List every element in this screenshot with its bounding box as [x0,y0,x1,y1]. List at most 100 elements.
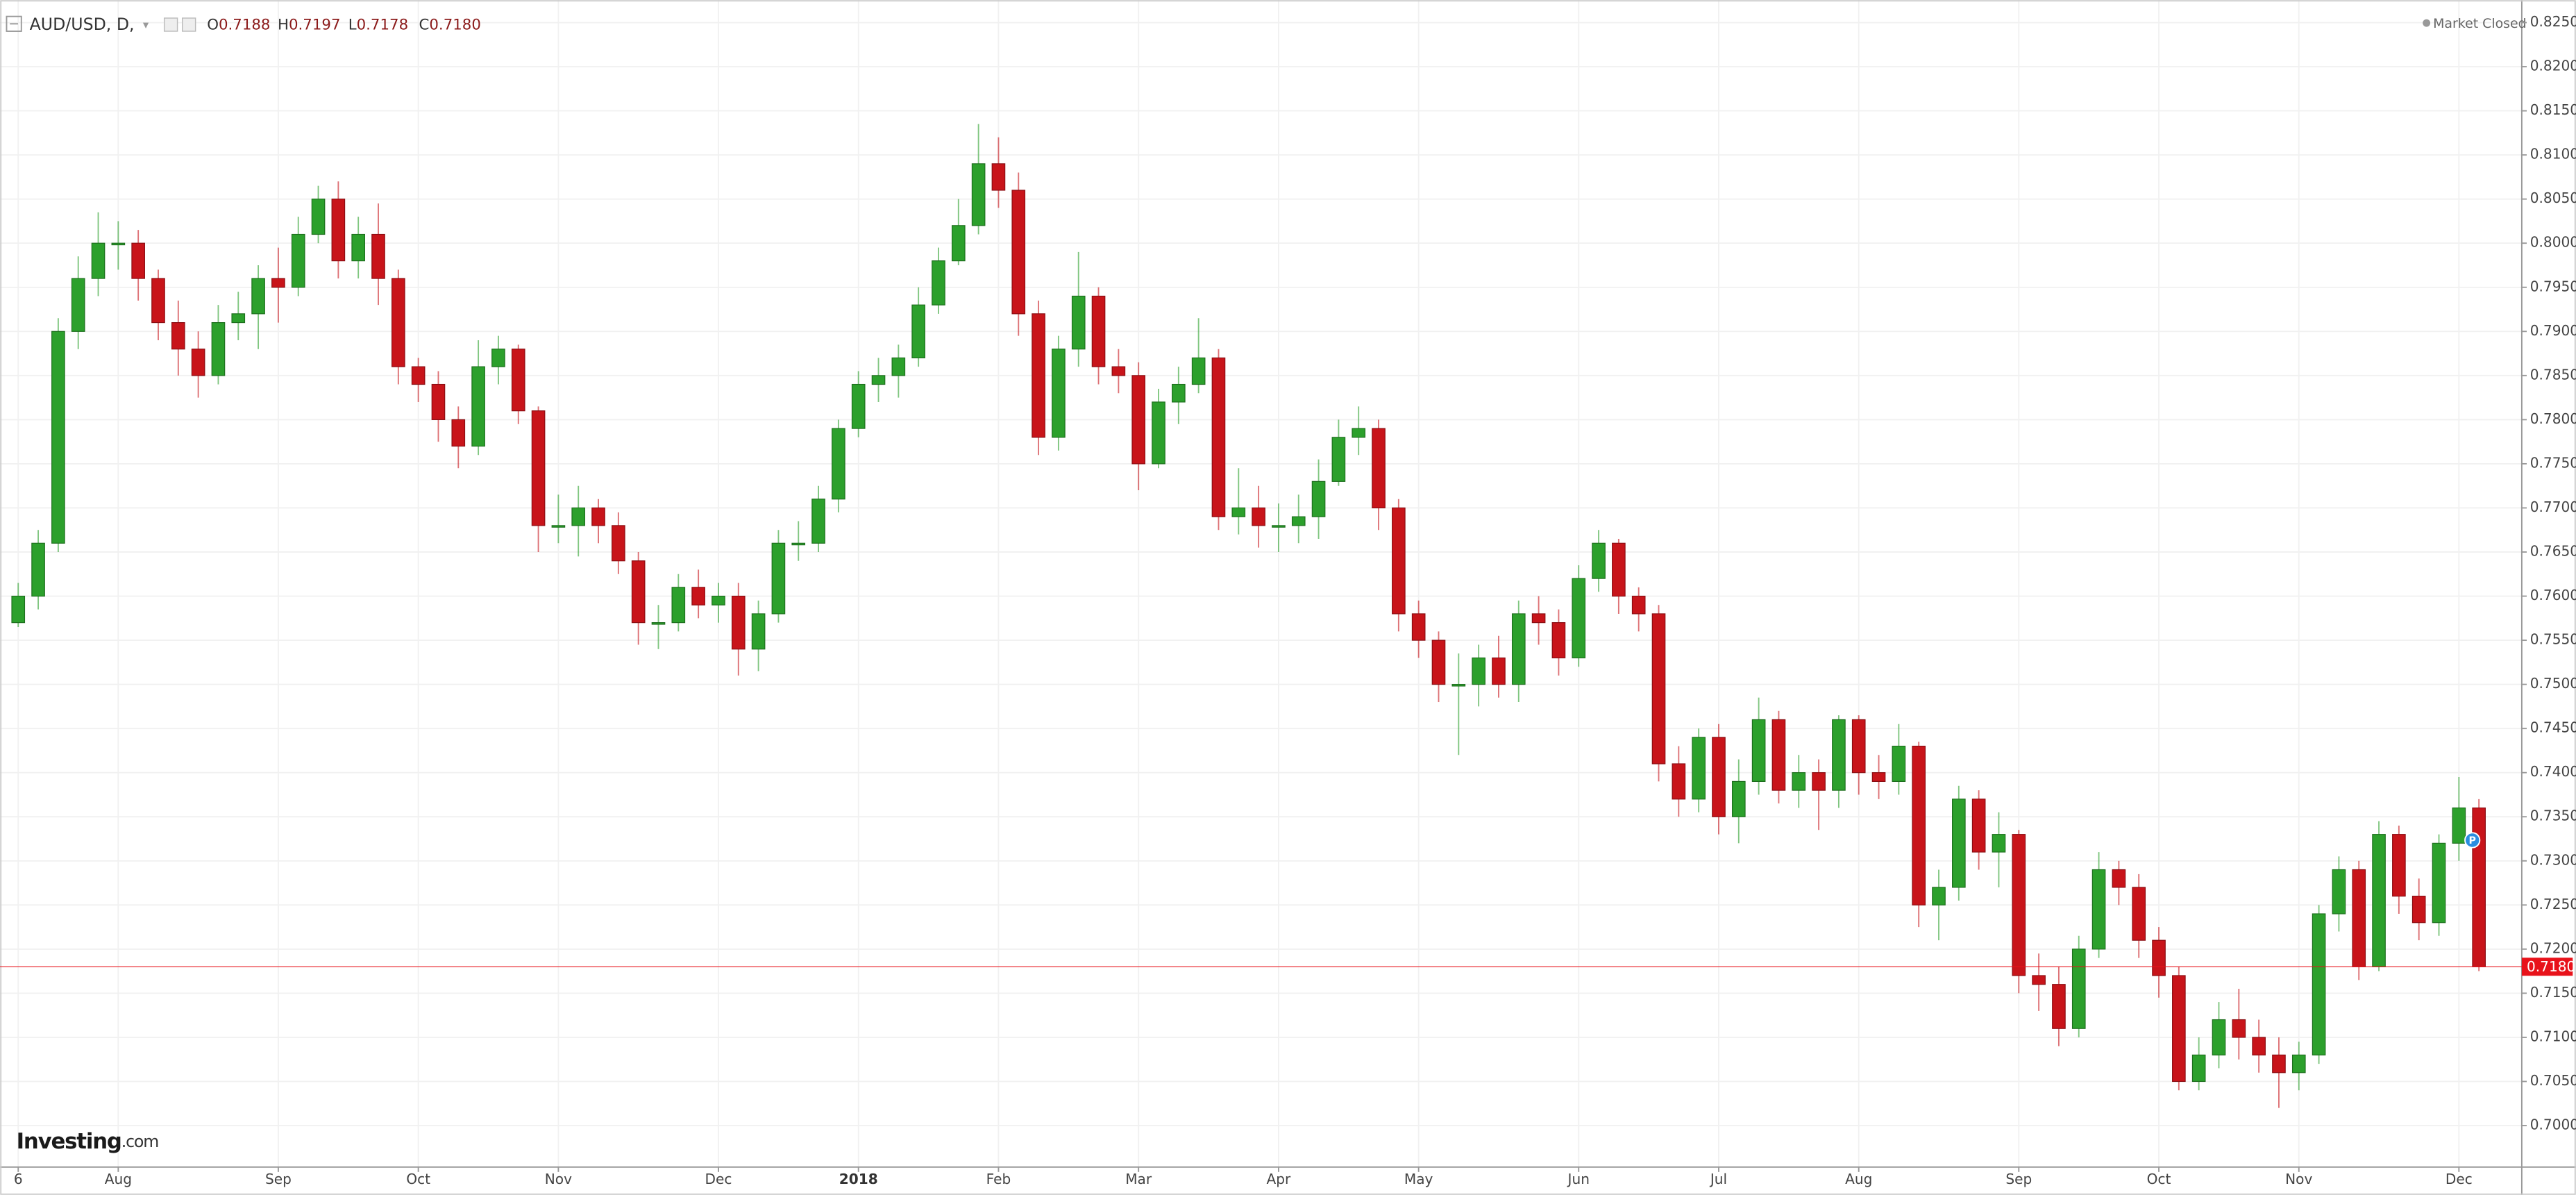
candle-body [451,419,466,447]
candle-body [1311,480,1326,517]
candle-body [91,242,106,279]
x-tick-label: Oct [2147,1171,2171,1187]
dropdown[interactable]: ▾ [143,18,149,31]
last-price-label: 0.7180 [2527,958,2575,975]
x-tick-label: Sep [2005,1171,2032,1187]
candle-body [2332,869,2346,914]
ohlc-value: 0.7197 [289,17,341,34]
candle-body [2012,834,2026,976]
candle-body [2232,1019,2246,1038]
y-tick-label: 0.7250 [2530,896,2576,912]
candle-body [571,507,586,526]
x-tick-label: Dec [705,1171,732,1187]
candle-body [511,349,525,412]
candle-body [371,233,385,279]
candle-body [2312,913,2326,1055]
candle-body [2032,975,2046,985]
candle-body [1651,613,1666,764]
candle-body [31,542,45,597]
candle-body [1971,799,1986,853]
candle-body [251,278,265,315]
last-price-box [2521,958,2573,976]
candle-body [431,383,446,420]
x-tick-label: Dec [2445,1171,2473,1187]
candle-body [1231,507,1246,517]
ohlc-value: 0.7178 [357,17,409,34]
candle-body [1131,375,1146,465]
candle-body [1011,190,1026,315]
candle-body [71,278,85,332]
candle-body [1252,507,1265,526]
candle-body [1451,684,1466,687]
y-tick-label: 0.7850 [2530,366,2576,383]
x-tick-label: Nov [2285,1171,2312,1187]
candle-body [612,525,625,562]
x-tick-label: Feb [986,1171,1011,1187]
y-tick-label: 0.7650 [2530,543,2576,560]
candle-body [631,560,646,624]
candle-body [811,499,825,544]
candle-body [1091,295,1106,367]
y-tick-label: 0.8100 [2530,146,2576,162]
candle-body [171,322,185,350]
y-tick-label: 0.7450 [2530,719,2576,736]
y-tick-label: 0.8200 [2530,58,2576,74]
candle-body [1291,516,1306,526]
candle-body [1932,887,1946,905]
candles [11,124,2486,1108]
candle-body [791,542,806,546]
x-tick-label: Aug [105,1171,132,1187]
candle-body [932,260,945,306]
candle-body [2152,939,2166,976]
x-tick-label: 6 [14,1171,23,1187]
candle-body [2191,1054,2206,1083]
y-tick-label: 0.8050 [2530,190,2576,206]
candle-body [1511,613,1526,685]
candle-body [1832,719,1846,791]
candle-body [2052,984,2066,1029]
candle-body [1851,719,1866,774]
candle-body [1812,772,1826,791]
grid [0,0,2522,1167]
ohlc-item: C0.7180 [419,17,481,34]
candle-body [2071,949,2086,1029]
ohlc-key: O [207,17,219,34]
candle-body [2272,1054,2286,1073]
x-tick-label: Apr [1267,1171,1292,1187]
candle-body [1672,763,1686,800]
y-tick-label: 0.7700 [2530,499,2576,515]
ohlc-key: H [278,17,289,34]
candle-body [2172,975,2186,1083]
y-tick-label: 0.7800 [2530,410,2576,427]
candle-body [491,349,505,367]
candle-body [951,225,966,262]
candle-body [1612,542,1626,597]
event-marker-label[interactable]: P [2468,835,2475,846]
x-tick-label: Oct [406,1171,430,1187]
ohlc-key: C [419,17,430,34]
candle-body [971,163,986,226]
candle-body [731,595,746,650]
y-tick-label: 0.7150 [2530,984,2576,1001]
x-tick-label: Jun [1567,1171,1590,1187]
collapse-icon[interactable] [6,15,22,32]
y-tick-label: 0.7950 [2530,278,2576,294]
candle-body [1892,745,1906,783]
candle-body [1331,437,1346,482]
candle-body [911,304,925,359]
settings-icon[interactable] [163,17,178,32]
candle-body [1032,313,1045,438]
brand-name: Investing [17,1129,121,1154]
ohlc-header: O0.7188 H0.7197 L0.7178 C0.7180 [207,17,481,34]
candle-body [1751,719,1766,783]
candle-body [651,622,666,625]
candle-body [131,242,145,279]
hide-icon[interactable] [181,17,196,32]
candle-body [291,233,305,288]
event-marker[interactable] [2464,832,2481,849]
candle-body [1211,357,1226,517]
y-tick-label: 0.7750 [2530,454,2576,471]
